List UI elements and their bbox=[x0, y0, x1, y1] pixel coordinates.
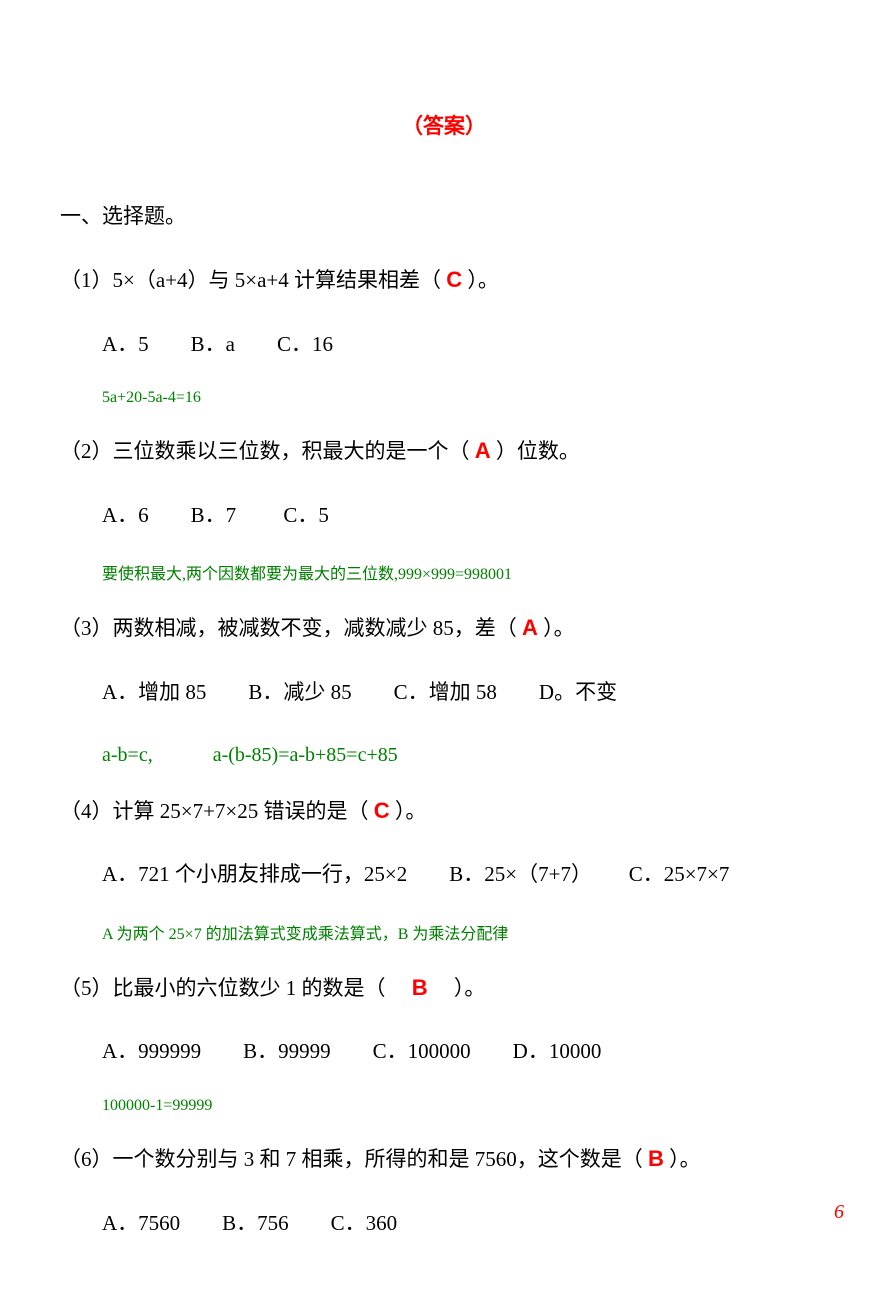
question-number: （1） bbox=[60, 268, 113, 292]
explanation: 5a+20-5a-4=16 bbox=[102, 389, 828, 407]
answer-letter: B bbox=[648, 1146, 664, 1171]
answer-letter: A bbox=[522, 615, 538, 640]
question-4: （4）计算 25×7+7×25 错误的是（ C ）。 A．721 个小朋友排成一… bbox=[60, 793, 828, 944]
options: A．7560 B．756 C．360 bbox=[102, 1207, 828, 1241]
question-3: （3）两数相减，被减数不变，减数减少 85，差（ A ）。 A．增加 85 B．… bbox=[60, 610, 828, 766]
question-text: （1）5×（a+4）与 5×a+4 计算结果相差（ C ）。 bbox=[60, 262, 828, 298]
question-number: （4） bbox=[60, 799, 113, 823]
question-number: （2） bbox=[60, 439, 113, 463]
question-number: （6） bbox=[60, 1147, 113, 1171]
answer-letter: A bbox=[475, 438, 491, 463]
question-post: ）。 bbox=[664, 1147, 701, 1171]
answer-letter: C bbox=[374, 798, 390, 823]
explanation: 要使积最大,两个因数都要为最大的三位数,999×999=998001 bbox=[102, 560, 828, 584]
question-pre: 两数相减，被减数不变，减数减少 85，差（ bbox=[113, 616, 523, 640]
question-post: ）。 bbox=[390, 799, 427, 823]
options: A．6 B．7 C．5 bbox=[102, 499, 828, 533]
question-text: （5）比最小的六位数少 1 的数是（ B ）。 bbox=[60, 970, 828, 1006]
page-number: 6 bbox=[834, 1201, 844, 1224]
question-post: ）。 bbox=[538, 616, 575, 640]
question-post: ）。 bbox=[462, 268, 499, 292]
question-5: （5）比最小的六位数少 1 的数是（ B ）。 A．999999 B．99999… bbox=[60, 970, 828, 1115]
explanation: 100000-1=99999 bbox=[102, 1097, 828, 1115]
question-post: ）位数。 bbox=[491, 439, 580, 463]
question-text: （4）计算 25×7+7×25 错误的是（ C ）。 bbox=[60, 793, 828, 829]
question-pre: 比最小的六位数少 1 的数是（ bbox=[113, 976, 412, 1000]
question-text: （2）三位数乘以三位数，积最大的是一个（ A ）位数。 bbox=[60, 433, 828, 469]
question-1: （1）5×（a+4）与 5×a+4 计算结果相差（ C ）。 A．5 B．a C… bbox=[60, 262, 828, 407]
question-number: （3） bbox=[60, 616, 113, 640]
question-pre: 计算 25×7+7×25 错误的是（ bbox=[113, 799, 374, 823]
question-pre: 三位数乘以三位数，积最大的是一个（ bbox=[113, 439, 475, 463]
options: A．增加 85 B．减少 85 C．增加 58 D。不变 bbox=[102, 676, 828, 710]
section-heading: 一、选择题。 bbox=[60, 200, 828, 230]
options: A．721 个小朋友排成一行，25×2 B．25×（7+7） C．25×7×7 bbox=[102, 858, 828, 892]
question-text: （6）一个数分别与 3 和 7 相乘，所得的和是 7560，这个数是（ B ）。 bbox=[60, 1141, 828, 1177]
page-title: （答案） bbox=[60, 110, 828, 140]
explanation: a-b=c, a-(b-85)=a-b+85=c+85 bbox=[102, 738, 828, 767]
question-text: （3）两数相减，被减数不变，减数减少 85，差（ A ）。 bbox=[60, 610, 828, 646]
page-container: （答案） 一、选择题。 （1）5×（a+4）与 5×a+4 计算结果相差（ C … bbox=[0, 0, 892, 1306]
question-pre: 5×（a+4）与 5×a+4 计算结果相差（ bbox=[113, 268, 447, 292]
question-pre: 一个数分别与 3 和 7 相乘，所得的和是 7560，这个数是（ bbox=[113, 1147, 649, 1171]
explanation: A 为两个 25×7 的加法算式变成乘法算式，B 为乘法分配律 bbox=[102, 920, 828, 944]
question-number: （5） bbox=[60, 976, 113, 1000]
question-2: （2）三位数乘以三位数，积最大的是一个（ A ）位数。 A．6 B．7 C．5 … bbox=[60, 433, 828, 584]
answer-letter: B bbox=[412, 975, 428, 1000]
answer-letter: C bbox=[446, 267, 462, 292]
options: A．5 B．a C．16 bbox=[102, 328, 828, 362]
question-post: ）。 bbox=[428, 976, 486, 1000]
options: A．999999 B．99999 C．100000 D．10000 bbox=[102, 1035, 828, 1069]
question-6: （6）一个数分别与 3 和 7 相乘，所得的和是 7560，这个数是（ B ）。… bbox=[60, 1141, 828, 1240]
